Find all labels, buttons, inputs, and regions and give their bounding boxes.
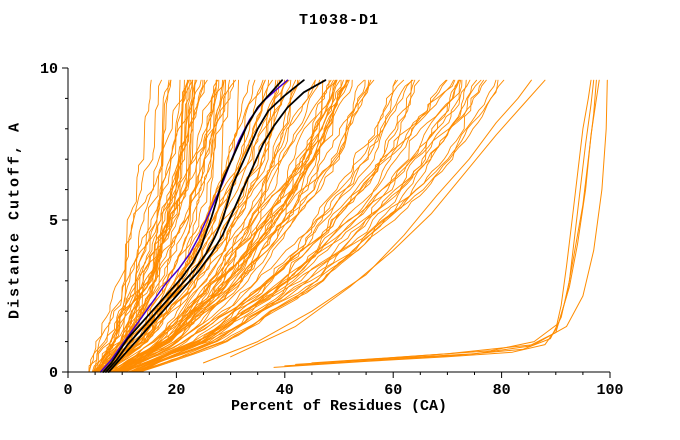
x-tick-label: 0 <box>63 382 72 399</box>
ensemble-curve <box>136 79 499 373</box>
tick-labels: 0 20 40 60 80 100 0 5 10 <box>40 61 624 399</box>
ensemble-curve <box>125 79 455 373</box>
y-axis-label: Distance Cutoff, A <box>6 120 24 320</box>
ensemble-curves <box>88 79 505 373</box>
chart-title: T1038-D1 <box>298 12 379 29</box>
x-axis-label: Percent of Residues (CA) <box>230 398 448 415</box>
ensemble-curve <box>116 79 338 373</box>
ensemble-curve <box>123 79 397 373</box>
orange-sparse-1 <box>203 79 532 364</box>
ensemble-curve <box>98 79 217 373</box>
ensemble-curve <box>88 79 191 373</box>
orange-outlier-3 <box>295 79 597 365</box>
x-tick-label: 40 <box>276 382 294 399</box>
ensemble-curve <box>98 79 194 373</box>
ensemble-curve <box>97 79 198 373</box>
ensemble-curve <box>94 79 190 373</box>
ensemble-curve <box>88 79 152 373</box>
ensemble-curve <box>100 79 230 373</box>
orange-outlier-5 <box>338 79 608 362</box>
ensemble-curve <box>99 79 194 373</box>
orange-outlier-1 <box>273 79 592 368</box>
ensemble-curve <box>133 79 462 373</box>
y-tick-label: 5 <box>49 213 58 230</box>
ensemble-curve <box>112 79 332 373</box>
ensemble-curve <box>138 79 497 373</box>
ensemble-curve <box>131 79 459 373</box>
ensemble-curve <box>97 79 172 373</box>
ensemble-curve <box>114 79 316 373</box>
x-tick-label: 20 <box>167 382 185 399</box>
ensemble-curve <box>110 79 334 373</box>
ensemble-curve <box>118 79 349 373</box>
x-tick-label: 60 <box>384 382 402 399</box>
x-tick-label: 100 <box>596 382 623 399</box>
ensemble-curve <box>113 79 316 373</box>
ensemble-curve <box>97 79 217 373</box>
ensemble-curve <box>93 79 189 373</box>
highlight-curves <box>99 79 608 373</box>
ensemble-curve <box>91 79 170 373</box>
ensemble-curve <box>111 79 299 373</box>
ensemble-curve <box>106 79 297 373</box>
ensemble-curve <box>134 79 467 373</box>
ensemble-curve <box>94 79 172 373</box>
ensemble-curve <box>130 79 460 373</box>
ensemble-curve <box>122 79 366 373</box>
orange-outlier-4 <box>311 79 600 364</box>
ensemble-curve <box>113 79 344 373</box>
ensemble-curve <box>94 79 204 373</box>
ensemble-curve <box>118 79 375 373</box>
tick-marks <box>62 67 611 378</box>
model-highlight-black-3 <box>107 79 327 373</box>
ensemble-curve <box>128 79 471 373</box>
x-tick-label: 80 <box>493 382 511 399</box>
ensemble-curve <box>129 79 447 373</box>
ensemble-curve <box>120 79 353 373</box>
ensemble-curve <box>106 79 290 373</box>
ensemble-curve <box>117 79 330 373</box>
ensemble-curve <box>123 79 398 373</box>
ensemble-curve <box>105 79 270 373</box>
ensemble-curve <box>96 79 193 373</box>
ensemble-curve <box>103 79 226 373</box>
ensemble-curve <box>114 79 338 373</box>
y-tick-label: 10 <box>40 61 58 78</box>
ensemble-curve <box>115 79 342 373</box>
ensemble-curve <box>88 79 162 373</box>
y-tick-label: 0 <box>49 365 58 382</box>
ensemble-curve <box>139 79 505 373</box>
model-highlight-black-2 <box>105 79 305 373</box>
ensemble-curve <box>114 79 372 373</box>
model-highlight-black-1 <box>102 79 283 373</box>
ensemble-curve <box>121 79 370 373</box>
curves-layer <box>88 79 608 373</box>
orange-sparse-2 <box>230 79 546 358</box>
